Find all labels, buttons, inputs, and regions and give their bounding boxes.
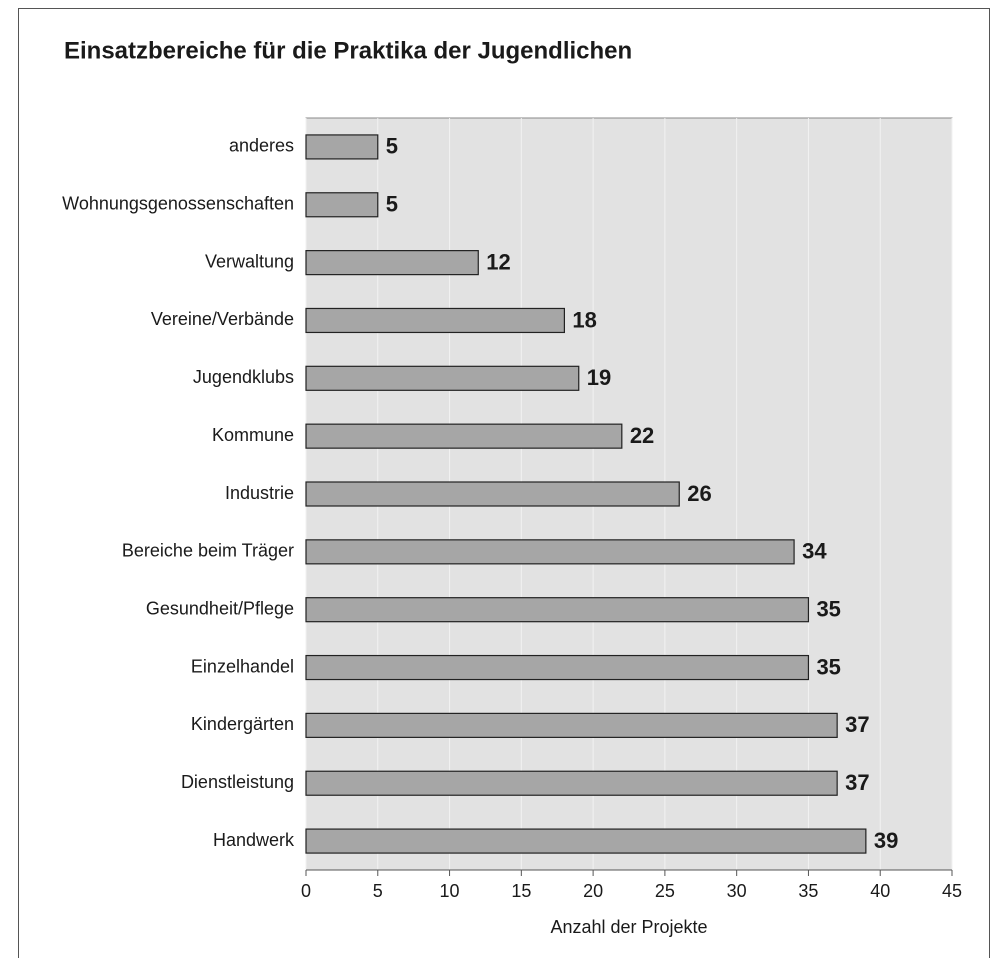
y-tick-label: anderes	[229, 136, 294, 156]
y-tick-label: Dienstleistung	[181, 772, 294, 792]
bar	[305, 597, 810, 623]
x-tick-label: 25	[655, 881, 675, 901]
y-tick-label: Industrie	[225, 483, 294, 503]
x-tick-label: 45	[942, 881, 962, 901]
bar	[305, 770, 838, 796]
value-label: 26	[687, 481, 711, 506]
y-tick-label: Bereiche beim Träger	[122, 541, 294, 561]
value-label: 39	[874, 828, 898, 853]
bar	[305, 423, 623, 449]
x-tick-label: 30	[727, 881, 747, 901]
value-label: 5	[386, 192, 398, 217]
chart-title: Einsatzbereiche für die Praktika der Jug…	[64, 37, 632, 64]
value-label: 37	[845, 712, 869, 737]
bar	[305, 712, 838, 738]
y-tick-label: Kommune	[212, 425, 294, 445]
bar	[305, 654, 810, 681]
bar	[305, 250, 479, 276]
x-tick-label: 40	[870, 881, 890, 901]
bar	[305, 539, 795, 565]
x-tick-label: 10	[440, 881, 460, 901]
value-label: 22	[630, 423, 654, 448]
bar	[305, 307, 565, 334]
value-label: 35	[816, 597, 840, 622]
x-tick-label: 5	[373, 881, 383, 901]
y-tick-label: Verwaltung	[205, 251, 294, 271]
y-tick-label: Jugendklubs	[193, 367, 294, 387]
bar	[305, 134, 379, 160]
x-axis-label: Anzahl der Projekte	[550, 917, 707, 937]
x-tick-label: 15	[511, 881, 531, 901]
y-tick-label: Wohnungsgenossenschaften	[62, 194, 294, 214]
value-label: 34	[802, 539, 827, 564]
bar	[305, 481, 680, 507]
value-label: 37	[845, 770, 869, 795]
y-tick-label: Einzelhandel	[191, 656, 294, 676]
bar	[305, 365, 580, 391]
x-tick-label: 20	[583, 881, 603, 901]
x-tick-label: 0	[301, 881, 311, 901]
value-label: 19	[587, 365, 611, 390]
y-tick-label: Gesundheit/Pflege	[146, 598, 294, 618]
bar	[305, 192, 379, 218]
bar	[305, 828, 867, 854]
value-label: 18	[572, 307, 596, 332]
value-label: 35	[816, 654, 840, 679]
y-tick-label: Vereine/Verbände	[151, 309, 294, 329]
y-tick-label: Kindergärten	[191, 714, 294, 734]
value-label: 5	[386, 134, 398, 159]
value-label: 12	[486, 249, 510, 274]
x-tick-label: 35	[798, 881, 818, 901]
y-tick-label: Handwerk	[213, 830, 295, 850]
frame	[18, 8, 990, 958]
